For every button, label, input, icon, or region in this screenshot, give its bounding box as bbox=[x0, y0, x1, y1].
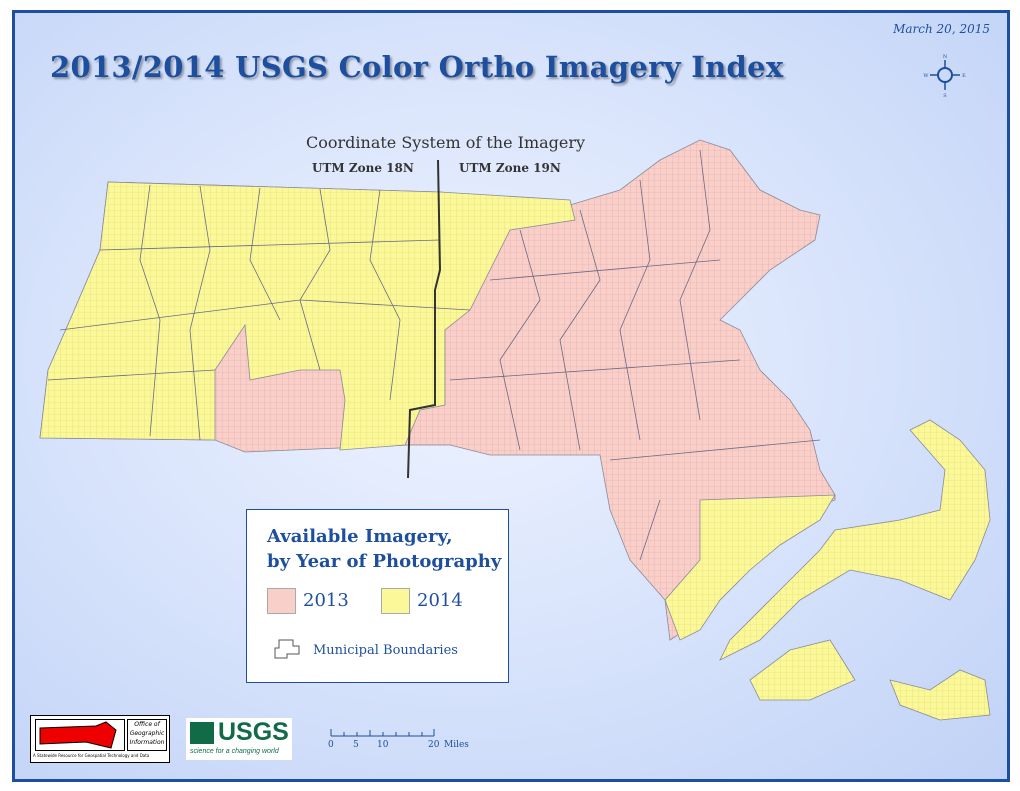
utm-zone-west-label: UTM Zone 18N bbox=[312, 161, 414, 175]
massgis-tagline: A Statewide Resource for Geospatial Tech… bbox=[33, 753, 150, 758]
legend-label-municipal: Municipal Boundaries bbox=[313, 643, 458, 658]
legend-label-2014: 2014 bbox=[417, 590, 463, 611]
region-2014-cape-cod bbox=[719, 419, 991, 661]
compass-n: N bbox=[943, 54, 948, 60]
massgis-office: Office of Geographic Information bbox=[127, 719, 167, 751]
scale-bar-graphic bbox=[330, 729, 435, 737]
legend-label-2013: 2013 bbox=[303, 590, 349, 611]
scale-tick-0: 0 bbox=[328, 740, 334, 750]
compass-e: E bbox=[962, 73, 966, 79]
north-arrow-compass-icon: N S E W bbox=[923, 54, 966, 98]
municipal-boundaries bbox=[47, 149, 821, 561]
scale-tick-20: 20 bbox=[428, 740, 440, 750]
utm-zone-east-label: UTM Zone 19N bbox=[459, 161, 561, 175]
legend-swatch-2014 bbox=[381, 588, 410, 614]
scale-bar: 0 5 10 20 Miles bbox=[328, 728, 470, 758]
utm-zone-boundary-line bbox=[407, 159, 442, 479]
region-2014-marthas-vineyard bbox=[749, 639, 856, 701]
compass-w: W bbox=[923, 73, 929, 79]
region-2014-south-coast bbox=[664, 494, 836, 641]
map-date: March 20, 2015 bbox=[893, 22, 990, 36]
usgs-wordmark: USGS bbox=[218, 718, 289, 746]
legend: Available Imagery, by Year of Photograph… bbox=[246, 509, 509, 683]
region-2014-nantucket bbox=[889, 669, 991, 721]
map-title: 2013/2014 USGS Color Ortho Imagery Index bbox=[50, 50, 784, 84]
massachusetts-shape-icon bbox=[39, 721, 117, 749]
usgs-wave-icon bbox=[190, 722, 214, 744]
legend-title-line2: by Year of Photography bbox=[267, 551, 502, 572]
usgs-tagline: science for a changing world bbox=[190, 748, 279, 755]
legend-title: Available Imagery, by Year of Photograph… bbox=[267, 524, 501, 574]
massgis-logo: Office of Geographic Information A State… bbox=[30, 715, 170, 763]
compass-s: S bbox=[943, 93, 947, 98]
usgs-logo: USGS science for a changing world bbox=[186, 718, 292, 760]
scale-unit: Miles bbox=[444, 740, 469, 750]
legend-title-line1: Available Imagery, bbox=[267, 526, 453, 547]
scale-tick-5: 5 bbox=[353, 740, 359, 750]
municipal-boundary-icon bbox=[274, 639, 300, 659]
scale-tick-10: 10 bbox=[377, 740, 389, 750]
legend-swatch-2013 bbox=[267, 588, 296, 614]
region-2014-west bbox=[39, 181, 576, 451]
massgis-mark bbox=[35, 719, 125, 751]
coordinate-system-title: Coordinate System of the Imagery bbox=[306, 133, 586, 152]
